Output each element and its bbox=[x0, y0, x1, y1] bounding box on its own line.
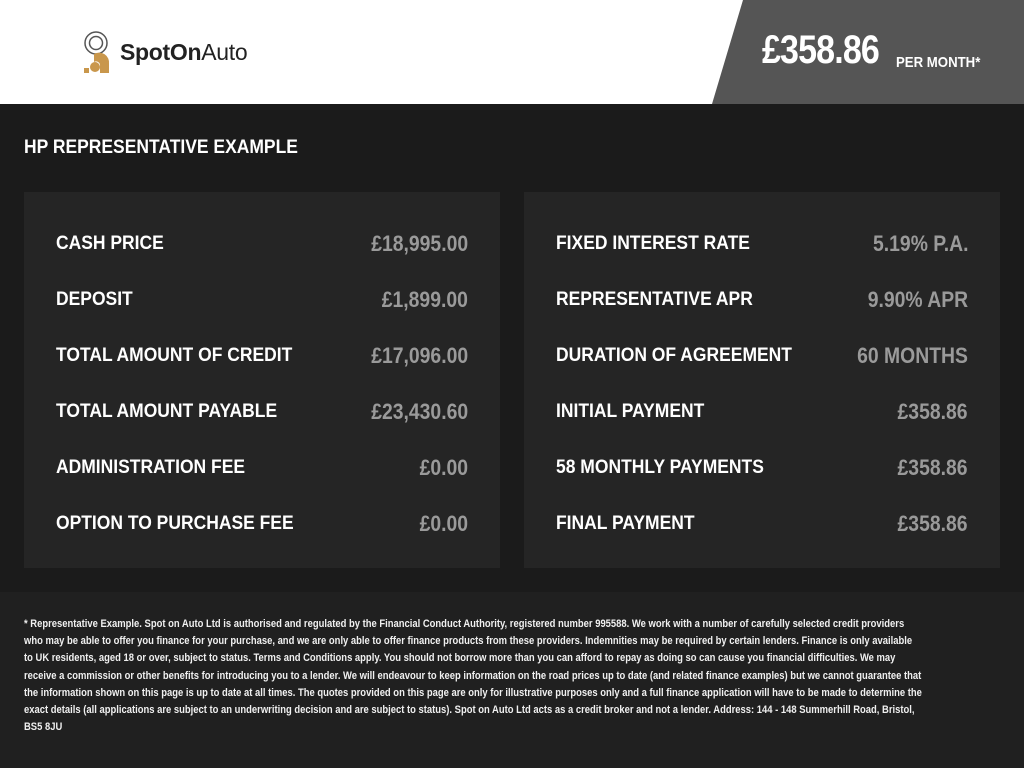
finance-row: TOTAL AMOUNT PAYABLE £23,430.60 bbox=[56, 397, 468, 427]
finance-card-left: CASH PRICE £18,995.00 DEPOSIT £1,899.00 TOTA… bbox=[24, 192, 500, 568]
finance-label: OPTION TO PURCHASE FEE bbox=[56, 513, 294, 534]
finance-label: FINAL PAYMENT bbox=[556, 513, 695, 534]
finance-value: 60 MONTHS bbox=[857, 343, 968, 368]
finance-label: TOTAL AMOUNT OF CREDIT bbox=[56, 345, 293, 366]
finance-row: DURATION OF AGREEMENT 60 MONTHS bbox=[556, 341, 968, 371]
brand-name: SpotOnAuto bbox=[120, 38, 248, 65]
finance-value: £358.86 bbox=[898, 455, 968, 480]
finance-label: FIXED INTEREST RATE bbox=[556, 233, 750, 254]
finance-row: ADMINISTRATION FEE £0.00 bbox=[56, 453, 468, 483]
finance-value: £358.86 bbox=[898, 399, 968, 424]
finance-value: £23,430.60 bbox=[371, 399, 468, 424]
finance-value: £1,899.00 bbox=[381, 287, 468, 312]
finance-card-right: FIXED INTEREST RATE 5.19% P.A. REPRESENTAT… bbox=[524, 192, 1000, 568]
finance-row: FIXED INTEREST RATE 5.19% P.A. bbox=[556, 229, 968, 259]
finance-row: CASH PRICE £18,995.00 bbox=[56, 229, 468, 259]
finance-value: £18,995.00 bbox=[371, 231, 468, 256]
header: SpotOnAuto £358.86 PER MONTH* bbox=[0, 0, 1024, 104]
brand-logo[interactable]: SpotOnAuto bbox=[82, 30, 248, 74]
finance-label: 58 MONTHLY PAYMENTS bbox=[556, 457, 764, 478]
section-title: HP REPRESENTATIVE EXAMPLE bbox=[24, 137, 298, 158]
finance-label: INITIAL PAYMENT bbox=[556, 401, 705, 422]
finance-label: ADMINISTRATION FEE bbox=[56, 457, 246, 478]
finance-value: £0.00 bbox=[419, 511, 468, 536]
finance-value: £0.00 bbox=[419, 455, 468, 480]
finance-row: REPRESENTATIVE APR 9.90% APR bbox=[556, 285, 968, 315]
monthly-price: £358.86 bbox=[762, 28, 880, 72]
finance-label: TOTAL AMOUNT PAYABLE bbox=[56, 401, 278, 422]
finance-value: 9.90% APR bbox=[867, 287, 968, 312]
finance-label: CASH PRICE bbox=[56, 233, 164, 254]
finance-value: £17,096.00 bbox=[371, 343, 468, 368]
finance-row: OPTION TO PURCHASE FEE £0.00 bbox=[56, 509, 468, 539]
finance-value: £358.86 bbox=[898, 511, 968, 536]
disclaimer-text: * Representative Example. Spot on Auto L… bbox=[24, 618, 922, 734]
per-month-label: PER MONTH* bbox=[896, 54, 981, 71]
finance-row: TOTAL AMOUNT OF CREDIT £17,096.00 bbox=[56, 341, 468, 371]
monthly-price-banner: £358.86 PER MONTH* bbox=[712, 0, 1024, 104]
finance-label: DURATION OF AGREEMENT bbox=[556, 345, 792, 366]
finance-row: FINAL PAYMENT £358.86 bbox=[556, 509, 968, 539]
finance-row: 58 MONTHLY PAYMENTS £358.86 bbox=[556, 453, 968, 483]
logo-icon bbox=[84, 31, 110, 73]
finance-row: INITIAL PAYMENT £358.86 bbox=[556, 397, 968, 427]
finance-value: 5.19% P.A. bbox=[872, 231, 968, 256]
finance-row: DEPOSIT £1,899.00 bbox=[56, 285, 468, 315]
finance-label: DEPOSIT bbox=[56, 289, 133, 310]
finance-label: REPRESENTATIVE APR bbox=[556, 289, 753, 310]
footer: * Representative Example. Spot on Auto L… bbox=[0, 592, 1024, 768]
